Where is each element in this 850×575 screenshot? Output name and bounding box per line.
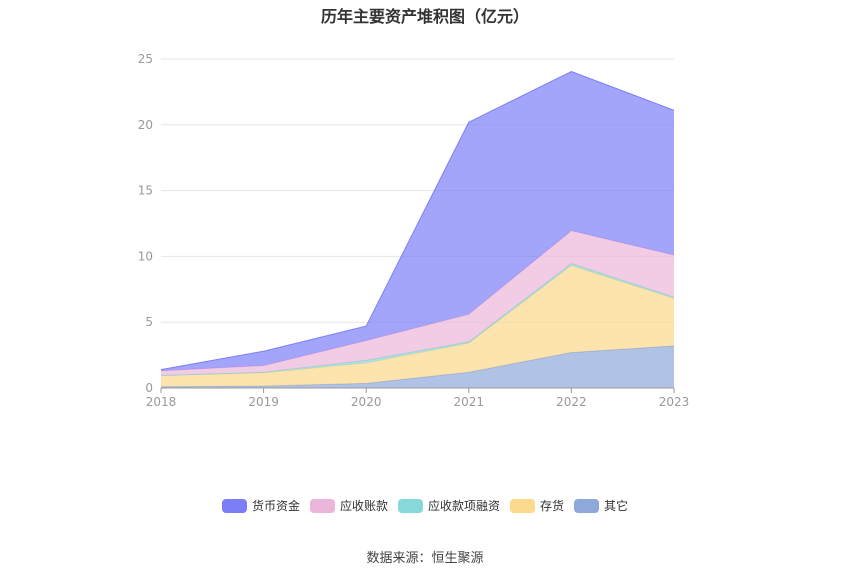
- area-应收款项融资: [161, 263, 674, 376]
- area-存货: [161, 265, 674, 387]
- legend-item: 存货: [510, 498, 564, 513]
- legend: 货币资金 应收账款 应收款项融资 存货 其它: [222, 498, 628, 513]
- legend-item: 货币资金: [222, 498, 300, 513]
- legend-swatch: [510, 499, 535, 513]
- source-note: 数据来源：恒生聚源: [366, 551, 484, 566]
- legend-label: 存货: [540, 498, 564, 513]
- legend-item: 应收款项融资: [398, 498, 500, 513]
- chart-title: 历年主要资产堆积图（亿元）: [320, 7, 529, 26]
- legend-label: 其它: [604, 498, 628, 513]
- y-tick-label: 0: [145, 381, 153, 395]
- x-tick-label: 2020: [351, 395, 382, 409]
- x-tick-label: 2019: [248, 395, 279, 409]
- legend-item: 其它: [574, 498, 628, 513]
- x-tick-label: 2023: [659, 395, 690, 409]
- x-tick-label: 2018: [146, 395, 177, 409]
- legend-swatch: [310, 499, 335, 513]
- legend-label: 货币资金: [252, 498, 300, 513]
- x-tick-label: 2022: [556, 395, 587, 409]
- x-tick-label: 2021: [454, 395, 485, 409]
- area-其它: [161, 345, 674, 388]
- legend-swatch: [398, 499, 423, 513]
- legend-item: 应收账款: [310, 498, 388, 513]
- legend-label: 应收账款: [340, 498, 388, 513]
- area-series: [160, 70, 675, 388]
- y-tick-label: 25: [138, 52, 153, 66]
- legend-swatch: [222, 499, 247, 513]
- area-应收账款: [161, 230, 674, 376]
- axes: 0 5 10 15 20 25 2018 2019 2020 2021 2022 2023: [138, 52, 690, 409]
- legend-swatch: [574, 499, 599, 513]
- area-货币资金: [161, 71, 674, 371]
- legend-label: 应收款项融资: [428, 498, 500, 513]
- y-tick-label: 10: [138, 249, 153, 263]
- y-tick-label: 20: [138, 118, 153, 132]
- y-tick-label: 5: [145, 315, 153, 329]
- y-tick-label: 15: [138, 184, 153, 198]
- line-货币资金: [160, 70, 675, 371]
